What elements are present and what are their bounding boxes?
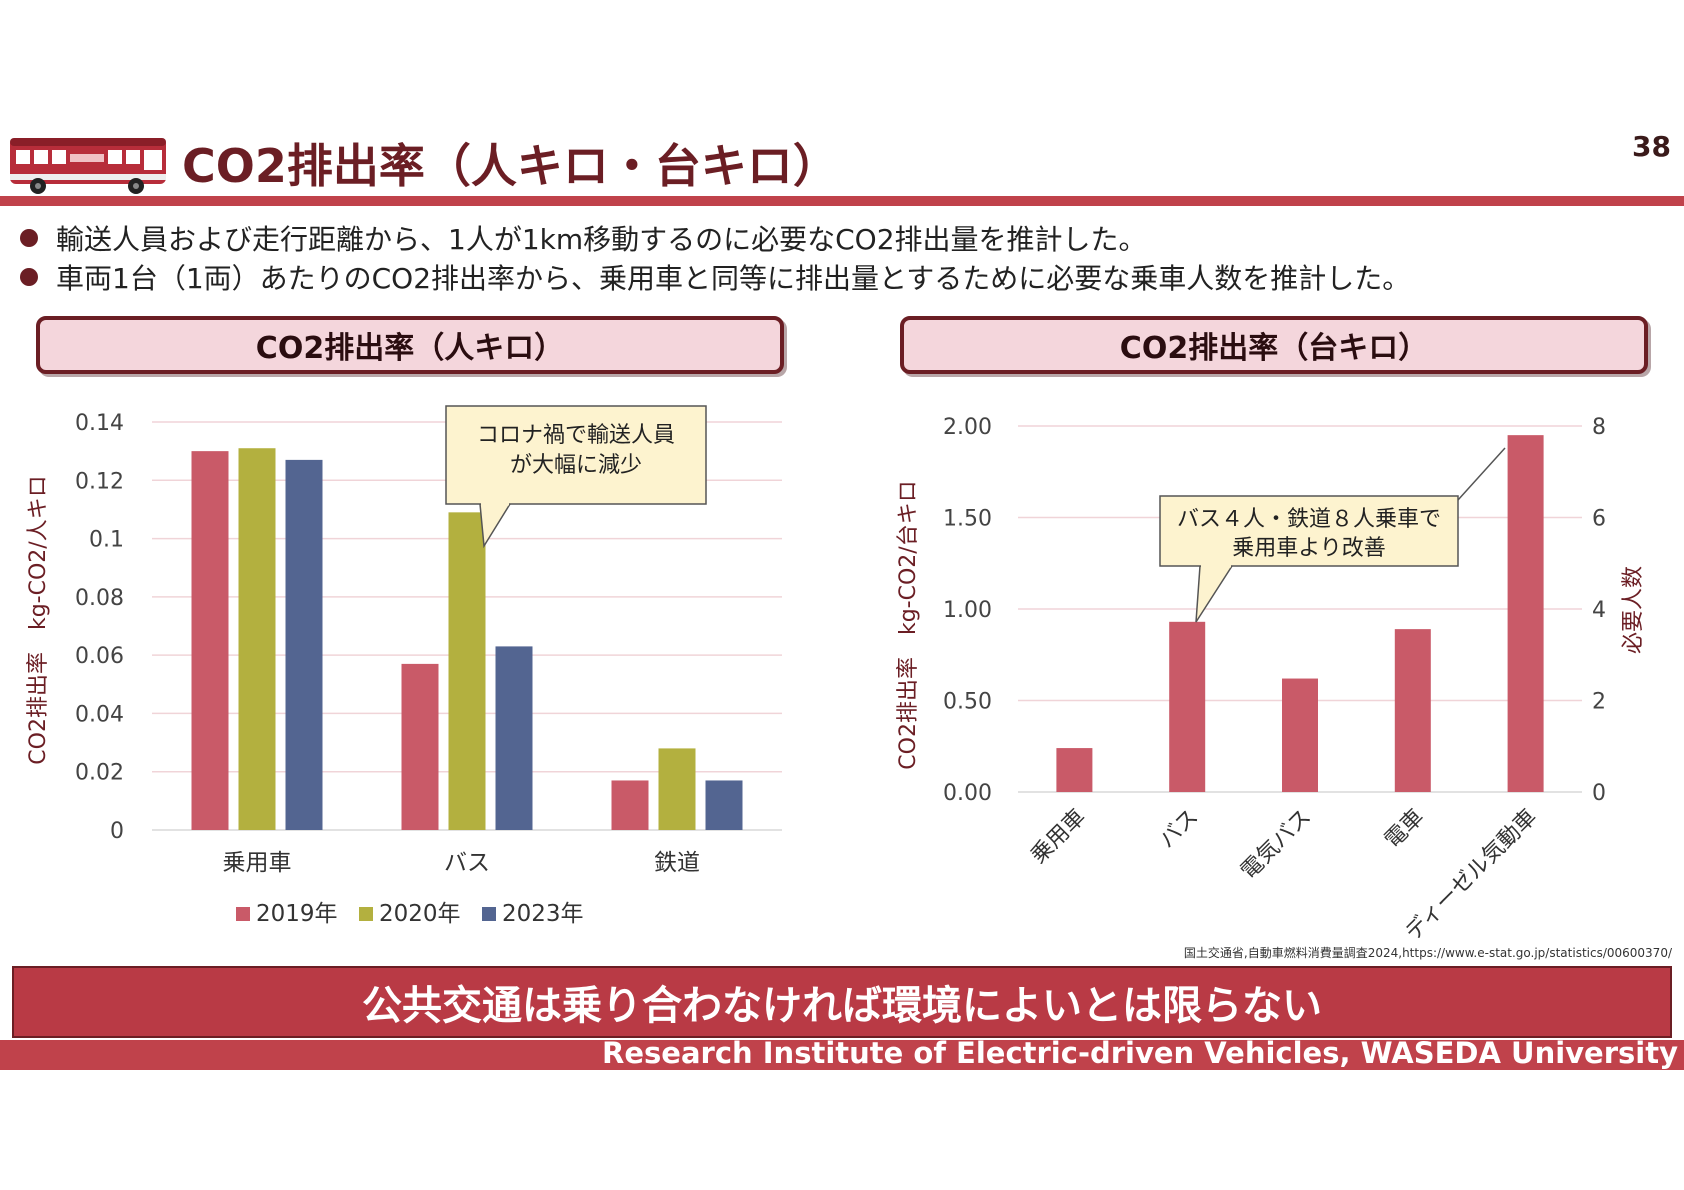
- annotation-line-2: が大幅に減少: [510, 453, 642, 478]
- y-axis-label: CO2排出率 kg-CO2/人キロ: [26, 475, 51, 764]
- bar: [1394, 629, 1431, 792]
- left-panel-title: CO2排出率（人キロ）: [36, 316, 784, 374]
- legend-swatch: [359, 907, 373, 921]
- bullet-item: 車両1台（1両）あたりのCO2排出率から、乗用車と同等に排出量とするために必要な…: [20, 257, 1410, 297]
- conclusion-banner: 公共交通は乗り合わなければ環境によいとは限らない: [12, 966, 1672, 1038]
- x-tick-label: 乗用車: [1026, 805, 1090, 869]
- bullet-dot-icon: [20, 268, 38, 286]
- co2-per-person-km-chart: 0 0.02 0.04 0.06 0.08 0.1 0.12 0.14 乗用車 バス 鉄道 CO2…: [26, 405, 782, 927]
- bullet-text: 輸送人員および走行距離から、1人が1km移動するのに必要なCO2排出量を推計した…: [56, 223, 1147, 256]
- y-tick-label: 0.08: [75, 586, 124, 611]
- bus-illustration-icon: [8, 134, 168, 196]
- bar: [448, 512, 486, 830]
- bar: [285, 459, 323, 830]
- y-tick-label: 0.14: [75, 411, 124, 436]
- bar: [1282, 678, 1318, 792]
- y-tick-label: 0: [110, 819, 124, 844]
- y-tick-label: 2.00: [943, 415, 992, 440]
- y2-tick-label: 2: [1592, 690, 1606, 715]
- y2-tick-label: 4: [1592, 598, 1606, 623]
- y-tick-label: 1.50: [943, 507, 992, 532]
- x-tick-label: 鉄道: [654, 850, 700, 876]
- x-tick-label: 電気バス: [1236, 805, 1316, 885]
- annotation-line-1: コロナ禍で輸送人員: [477, 423, 675, 448]
- y-tick-labels: 0 0.02 0.04 0.06 0.08 0.1 0.12 0.14: [75, 411, 124, 844]
- bars: [191, 448, 743, 830]
- y2-tick-label: 6: [1592, 507, 1606, 532]
- bar: [1169, 621, 1206, 792]
- y-tick-label: 0.12: [75, 469, 124, 494]
- annotation-line-1: バス４人・鉄道８人乗車で: [1177, 507, 1441, 532]
- x-tick-label: バス: [444, 850, 490, 876]
- y-tick-label: 0.00: [943, 781, 992, 806]
- footer-bar: [0, 1040, 1684, 1070]
- x-tick-label: 乗用車: [223, 850, 292, 876]
- annotation-callout: コロナ禍で輸送人員 が大幅に減少: [445, 405, 707, 549]
- page-title: CO2排出率（人キロ・台キロ）: [182, 139, 839, 193]
- y2-tick-labels: 0 2 4 6 8: [1592, 415, 1606, 806]
- bar: [191, 451, 229, 830]
- legend-label: 2019年: [256, 901, 338, 927]
- bar: [705, 780, 743, 830]
- bar: [401, 663, 439, 830]
- legend-swatch: [236, 907, 250, 921]
- right-panel-title: CO2排出率（台キロ）: [900, 316, 1648, 374]
- bar: [611, 780, 649, 830]
- bullet-dot-icon: [20, 229, 38, 247]
- y-axis-label: CO2排出率 kg-CO2/台キロ: [896, 480, 921, 769]
- y-tick-label: 0.04: [75, 702, 124, 727]
- bars: [1056, 435, 1544, 792]
- y-tick-label: 0.50: [943, 690, 992, 715]
- legend: 2019年 2020年 2023年: [236, 901, 584, 927]
- page-number: 38: [1632, 130, 1671, 163]
- y-tick-label: 0.06: [75, 644, 124, 669]
- bar: [1507, 435, 1544, 792]
- x-tick-labels: 乗用車 バス 鉄道: [223, 850, 701, 876]
- footer-institution: Research Institute of Electric-driven Ve…: [602, 1036, 1678, 1070]
- bar: [1056, 748, 1093, 792]
- bar: [495, 646, 533, 830]
- annotation-line-2: 乗用車より改善: [1232, 536, 1386, 561]
- legend-label: 2020年: [379, 901, 461, 927]
- bar: [658, 748, 696, 830]
- y-tick-label: 0.02: [75, 761, 124, 786]
- legend-swatch: [482, 907, 496, 921]
- header-divider: [0, 196, 1684, 206]
- bullet-item: 輸送人員および走行距離から、1人が1km移動するのに必要なCO2排出量を推計した…: [20, 218, 1147, 258]
- legend-label: 2023年: [502, 901, 584, 927]
- x-tick-label: バス: [1155, 805, 1204, 854]
- y2-axis-label: 必要人数: [1621, 566, 1646, 654]
- source-citation: 国土交通省,自動車燃料消費量調査2024,https://www.e-stat.…: [1183, 946, 1672, 960]
- y-tick-label: 1.00: [943, 598, 992, 623]
- y-tick-label: 0.1: [89, 528, 124, 553]
- y2-tick-label: 0: [1592, 781, 1606, 806]
- bullet-text: 車両1台（1両）あたりのCO2排出率から、乗用車と同等に排出量とするために必要な…: [56, 262, 1411, 295]
- annotation-callout: バス４人・鉄道８人乗車で 乗用車より改善: [1159, 447, 1506, 623]
- y-tick-labels: 0.00 0.50 1.00 1.50 2.00: [943, 415, 992, 806]
- y2-tick-label: 8: [1592, 415, 1606, 440]
- x-tick-label: 電車: [1380, 805, 1429, 854]
- bar: [238, 448, 276, 830]
